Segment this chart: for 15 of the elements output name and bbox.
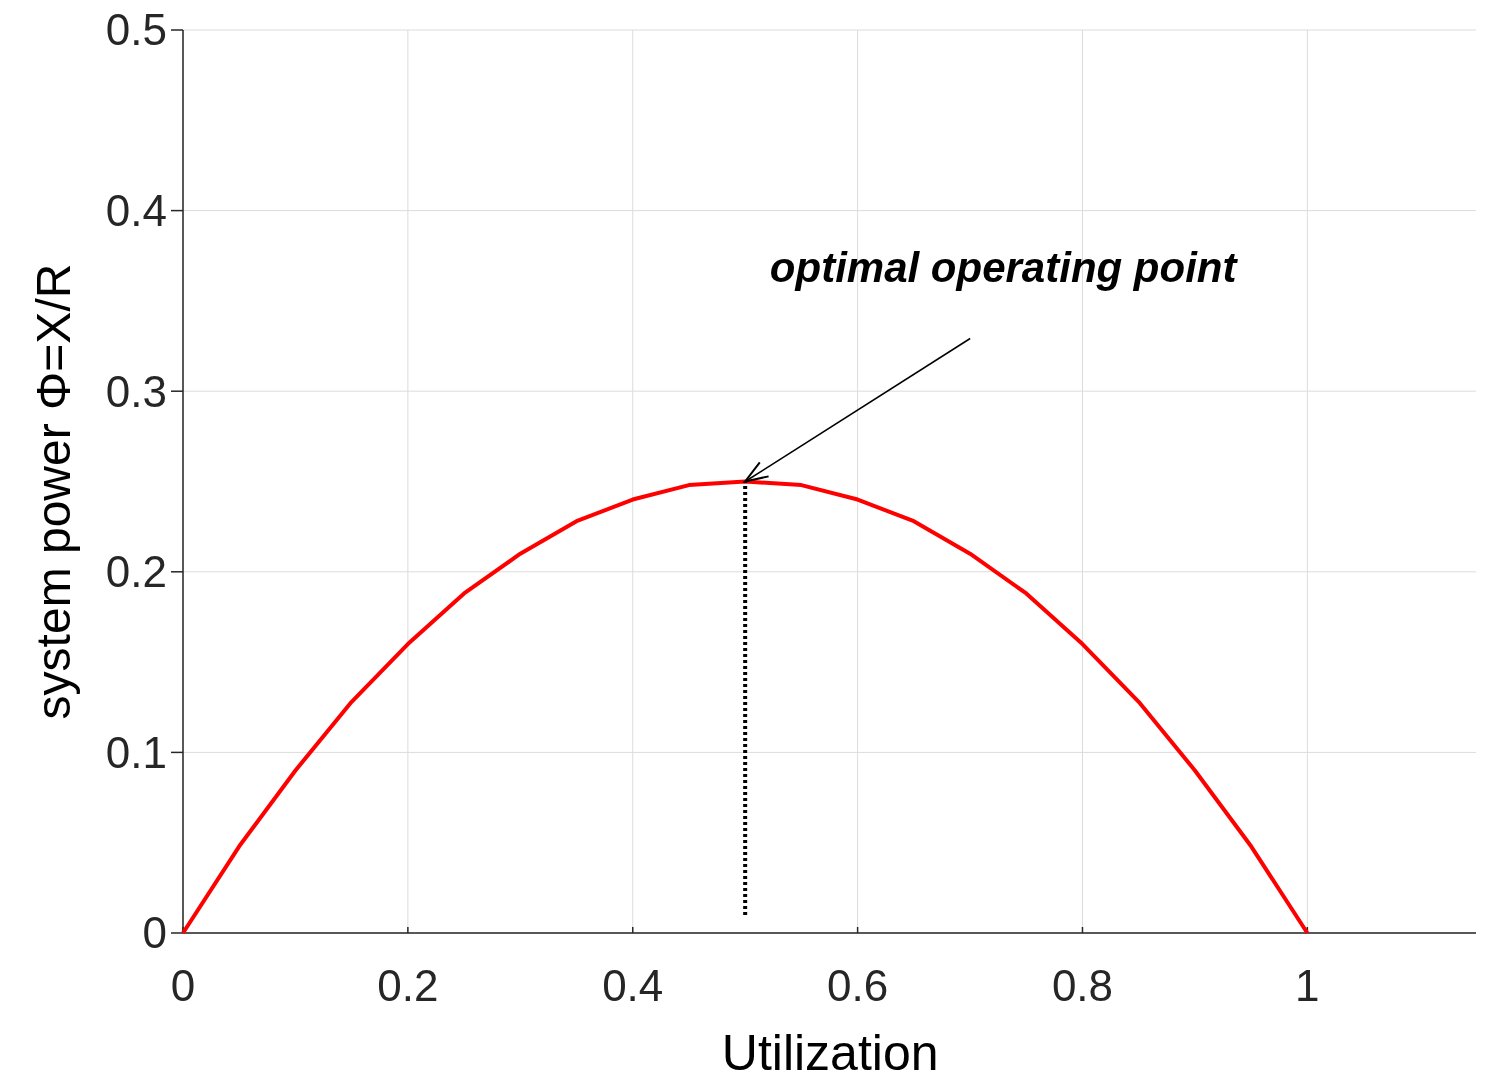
y-axis-title: system power Φ=X/R — [27, 263, 80, 720]
x-tick-label: 0.4 — [602, 961, 664, 1010]
y-tick-label: 0.3 — [105, 366, 167, 416]
x-tick-label: 0.8 — [1051, 961, 1114, 1010]
y-tick-label: 0.5 — [105, 5, 167, 55]
y-tick-label: 0 — [142, 908, 167, 958]
y-tick-label: 0.2 — [105, 547, 167, 597]
y-tick-label: 0.1 — [105, 727, 167, 777]
x-tick-label: 1 — [1295, 961, 1320, 1010]
x-tick-label: 0.6 — [827, 961, 889, 1010]
annotation: optimal operating point — [769, 243, 1239, 291]
y-tick-label: 0.4 — [105, 186, 167, 235]
x-tick-label: 0.2 — [377, 961, 439, 1010]
x-axis-title: Utilization — [721, 1025, 939, 1081]
line-series — [181, 479, 1310, 935]
